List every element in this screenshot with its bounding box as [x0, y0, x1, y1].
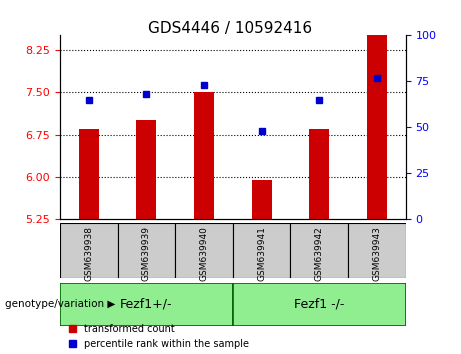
Text: GDS4446 / 10592416: GDS4446 / 10592416	[148, 21, 313, 36]
Bar	[367, 30, 387, 219]
Bar	[136, 120, 156, 219]
FancyBboxPatch shape	[290, 223, 348, 278]
Text: GSM639940: GSM639940	[200, 226, 208, 281]
Text: Fezf1 -/-: Fezf1 -/-	[294, 298, 344, 311]
Bar	[79, 129, 99, 219]
FancyBboxPatch shape	[348, 223, 406, 278]
FancyBboxPatch shape	[233, 283, 406, 326]
FancyBboxPatch shape	[233, 223, 290, 278]
Text: GSM639943: GSM639943	[372, 226, 381, 281]
Legend: transformed count, percentile rank within the sample: transformed count, percentile rank withi…	[65, 320, 253, 353]
FancyBboxPatch shape	[60, 223, 118, 278]
Text: Fezf1+/-: Fezf1+/-	[120, 298, 172, 311]
Text: GSM639941: GSM639941	[257, 226, 266, 281]
Bar	[309, 129, 329, 219]
Text: GSM639938: GSM639938	[84, 226, 93, 281]
Text: GSM639942: GSM639942	[315, 226, 324, 280]
FancyBboxPatch shape	[175, 223, 233, 278]
Text: GSM639939: GSM639939	[142, 226, 151, 281]
Bar	[194, 92, 214, 219]
Bar	[252, 180, 272, 219]
FancyBboxPatch shape	[60, 283, 233, 326]
FancyBboxPatch shape	[118, 223, 175, 278]
Text: genotype/variation ▶: genotype/variation ▶	[5, 299, 115, 309]
